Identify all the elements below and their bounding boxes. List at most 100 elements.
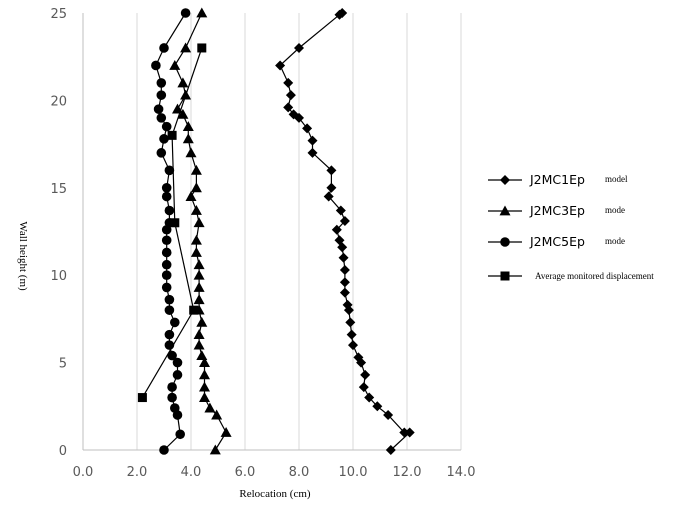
legend-item: Average monitored displacement [488, 271, 654, 281]
data-point [182, 121, 194, 132]
data-point [358, 382, 369, 393]
data-point [334, 235, 345, 246]
data-point [159, 134, 169, 144]
data-point [182, 133, 194, 144]
y-tick-label: 0 [59, 444, 67, 459]
data-point [190, 246, 202, 257]
x-tick-label: 6.0 [235, 465, 256, 480]
data-point [323, 191, 334, 202]
x-tick-label: 0.0 [73, 465, 94, 480]
data-point [156, 113, 167, 123]
data-point [197, 43, 207, 53]
data-point [345, 317, 356, 328]
data-point [161, 183, 172, 193]
data-point [167, 382, 177, 392]
data-point [199, 369, 210, 380]
data-point [161, 121, 172, 132]
legend-label: J2MC5Ep [529, 234, 585, 249]
data-point [335, 205, 346, 216]
legend-label-suffix: model [605, 174, 628, 184]
y-tick-label: 25 [50, 7, 67, 22]
data-point [159, 445, 169, 455]
data-point [326, 165, 337, 176]
data-point [199, 392, 210, 402]
y-tick-label: 10 [50, 269, 67, 284]
y-tick-label: 5 [59, 357, 67, 372]
data-point [372, 401, 383, 412]
data-point [211, 409, 223, 420]
x-axis-title: Relocation (cm) [239, 488, 311, 500]
data-point [196, 7, 208, 18]
data-point [137, 393, 147, 403]
data-point [151, 60, 161, 71]
data-point [204, 402, 216, 413]
data-point [339, 277, 350, 288]
data-point [196, 350, 208, 361]
data-point [288, 109, 299, 120]
data-point [164, 305, 175, 315]
data-point [199, 357, 210, 367]
legend-label: J2MC1Ep [529, 172, 585, 187]
data-point [193, 294, 205, 305]
data-point [177, 77, 189, 88]
x-tick-labels: 0.0 2.0 4.0 6.0 8.0 10.0 12.0 14.0 [73, 465, 476, 480]
series-line [279, 12, 412, 451]
data-point [346, 329, 357, 340]
data-point [190, 164, 202, 175]
data-point [189, 305, 199, 315]
data-point [169, 59, 181, 70]
data-point [156, 90, 167, 100]
data-point [193, 269, 205, 280]
data-point [337, 8, 348, 18]
data-point [156, 78, 167, 88]
data-point [164, 294, 175, 305]
data-point [294, 42, 304, 53]
legend-marker [500, 271, 510, 281]
data-point [404, 427, 415, 438]
data-point [193, 259, 205, 270]
data-point [161, 270, 172, 281]
data-point [326, 182, 337, 193]
data-point [193, 329, 205, 340]
data-point [164, 165, 175, 176]
data-point [177, 108, 189, 119]
data-point [161, 259, 172, 270]
data-point [275, 60, 286, 71]
data-point [161, 247, 172, 258]
data-point [338, 252, 349, 263]
data-point [161, 282, 172, 293]
data-point [360, 369, 371, 380]
x-tick-label: 2.0 [127, 465, 148, 480]
data-point [220, 427, 232, 437]
y-tick-label: 15 [50, 182, 67, 197]
x-tick-label: 4.0 [181, 465, 202, 480]
data-point [170, 403, 180, 413]
data-point [385, 445, 396, 455]
data-point [190, 182, 202, 193]
series-j2mc1ep [275, 8, 415, 455]
data-point [283, 77, 294, 88]
data-point [193, 339, 205, 350]
data-point [353, 352, 364, 363]
series-j2mc5ep [151, 8, 191, 455]
data-point [364, 392, 375, 403]
data-point [167, 350, 177, 361]
legend-item: J2MC5Ep mode [488, 234, 625, 249]
data-point [185, 147, 197, 158]
x-tick-label: 14.0 [447, 465, 476, 480]
legend: J2MC1Ep model J2MC3Ep mode J2MC5Ep mode Averag… [488, 172, 654, 281]
data-point [190, 205, 202, 215]
data-point [161, 235, 172, 246]
legend-label: Average monitored displacement [535, 271, 654, 281]
gridlines [82, 13, 462, 450]
data-point [185, 191, 197, 201]
data-point [190, 234, 202, 245]
data-point [348, 340, 358, 351]
data-point [153, 104, 164, 114]
data-point [164, 205, 175, 216]
legend-label-suffix: mode [605, 236, 625, 246]
data-point [167, 392, 177, 403]
data-point [175, 429, 185, 440]
data-point [339, 216, 350, 227]
data-point [167, 130, 177, 140]
